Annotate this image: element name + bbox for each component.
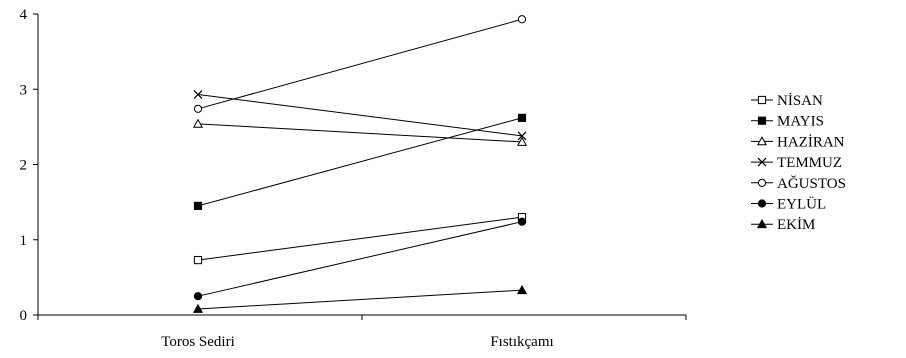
series-line: [197, 289, 523, 310]
legend-marker: [757, 116, 767, 125]
legend-label: AĞUSTOS: [777, 175, 846, 192]
y-axis-ticks: 0 1 2 3 4: [20, 7, 38, 324]
series-6: [192, 284, 528, 313]
x-tick-label: Toros Sediri: [161, 334, 235, 350]
series-line: [197, 216, 523, 261]
series-line: [197, 94, 523, 137]
series-line: [197, 117, 523, 207]
series-line: [197, 221, 523, 297]
marker-stroke: [757, 157, 767, 167]
legend-marker: [757, 95, 767, 105]
legend-item: HAZİRAN: [751, 134, 845, 150]
x-axis-ticks: Toros Sediri Fıstıkçamı: [37, 315, 687, 350]
data-point: [516, 136, 528, 146]
legend-label: TEMMUZ: [777, 155, 842, 171]
data-point: [192, 118, 204, 128]
legend: NİSAN MAYIS HAZİRAN TEMMUZ AĞUSTOS EYLÜL EKİM: [751, 93, 846, 233]
y-tick-label: 0: [20, 308, 28, 324]
data-point: [517, 131, 527, 141]
series-2: [192, 118, 528, 146]
legend-marker: [757, 178, 767, 187]
y-tick-label: 1: [20, 233, 28, 249]
series-5: [193, 217, 527, 301]
data-point: [193, 201, 203, 210]
legend-label: MAYIS: [777, 114, 824, 130]
x-tick-label: Fıstıkçamı: [490, 334, 553, 350]
legend-item: TEMMUZ: [751, 155, 842, 171]
data-point: [193, 90, 203, 99]
series-1: [193, 113, 527, 210]
legend-item: EYLÜL: [751, 196, 826, 213]
legend-item: MAYIS: [751, 114, 824, 130]
legend-item: AĞUSTOS: [751, 175, 846, 192]
series-4: [193, 15, 527, 113]
axes: [37, 14, 686, 316]
legend-item: EKİM: [751, 217, 815, 233]
legend-marker: [756, 136, 768, 146]
series-3: [193, 90, 527, 141]
legend-marker: [757, 199, 767, 208]
legend-label: HAZİRAN: [777, 134, 845, 150]
series-line: [197, 18, 523, 110]
data-point: [193, 255, 203, 265]
data-point: [516, 284, 528, 295]
legend-label: NİSAN: [777, 93, 823, 109]
legend-label: EYLÜL: [777, 196, 826, 213]
data-point: [517, 15, 527, 24]
series-line: [197, 123, 523, 143]
marker-stroke: [517, 131, 527, 141]
y-tick-label: 4: [20, 7, 28, 23]
legend-item: NİSAN: [751, 93, 823, 109]
data-point: [192, 303, 204, 313]
legend-label: EKİM: [777, 217, 815, 233]
legend-marker: [756, 218, 768, 229]
data-point: [517, 113, 527, 122]
data-point: [517, 217, 527, 226]
data-point: [193, 292, 203, 301]
y-tick-label: 2: [20, 158, 28, 174]
legend-marker: [757, 157, 767, 167]
series-0: [193, 213, 527, 265]
marker-stroke: [193, 90, 203, 99]
y-tick-label: 3: [20, 82, 28, 98]
series-group: [192, 15, 528, 313]
data-point: [193, 104, 203, 113]
